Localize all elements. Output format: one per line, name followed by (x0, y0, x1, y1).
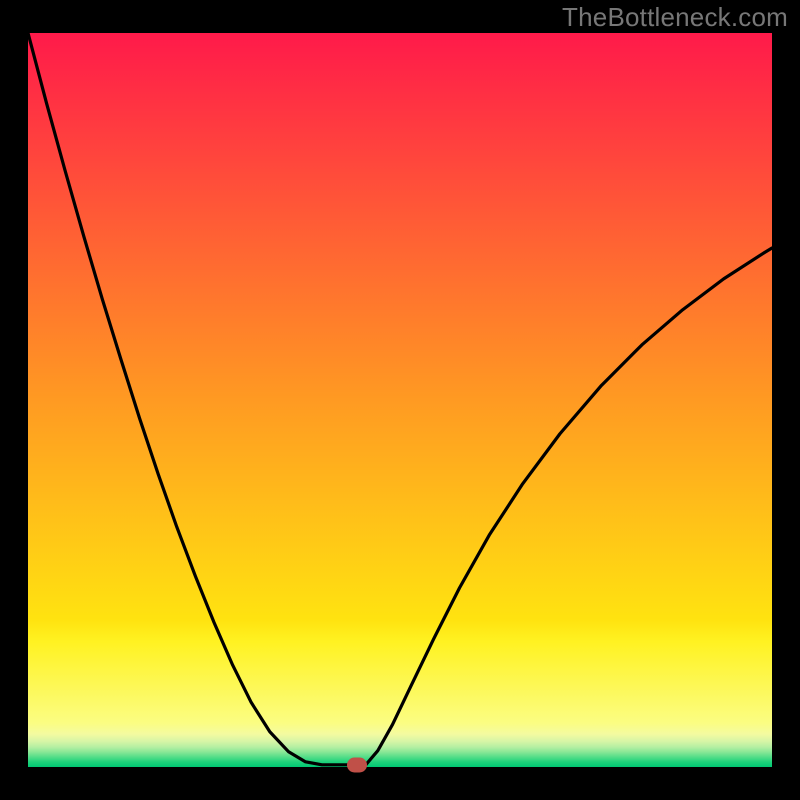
chart-frame: TheBottleneck.com (0, 0, 800, 800)
plot-area (28, 33, 772, 767)
watermark-text: TheBottleneck.com (562, 2, 788, 33)
bottleneck-curve (28, 33, 772, 767)
optimal-point-marker (347, 758, 367, 773)
